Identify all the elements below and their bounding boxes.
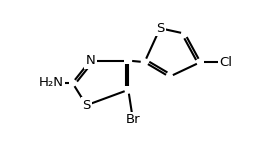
Text: N: N (85, 54, 95, 67)
Text: Br: Br (126, 113, 140, 126)
Text: Cl: Cl (220, 56, 232, 69)
Text: S: S (156, 22, 164, 35)
Text: H₂N: H₂N (38, 76, 63, 89)
Text: S: S (82, 99, 91, 112)
